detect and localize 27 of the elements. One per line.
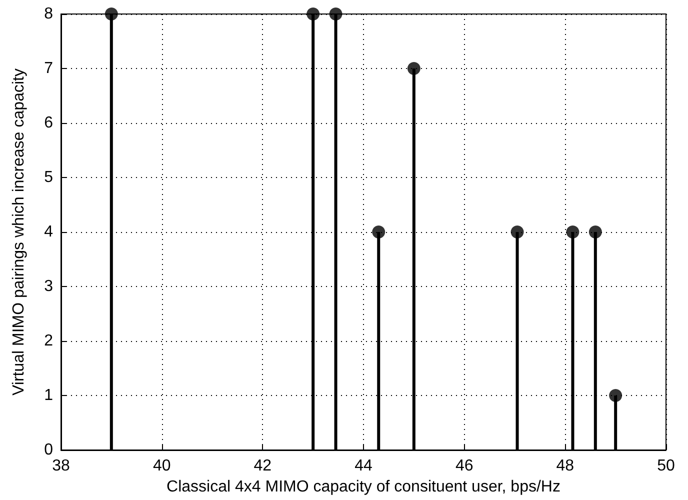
x-tick-label: 50 (657, 458, 675, 474)
x-tick-label: 38 (52, 458, 70, 474)
point (104, 8, 118, 20)
y-tick-label: 4 (44, 224, 54, 240)
point (510, 226, 524, 238)
y-tick-label: 0 (44, 442, 54, 458)
point (407, 62, 420, 75)
y-tick-label: 5 (44, 169, 54, 186)
x-axis-title: Classical 4x4 MIMO capacity of consituent user, bps/Hz (166, 478, 560, 496)
y-tick-label: 3 (44, 278, 54, 295)
x-tick-label: 42 (254, 458, 272, 474)
x-tick-label: 46 (455, 458, 474, 474)
point (306, 8, 320, 20)
y-tick-label: 6 (44, 114, 54, 132)
y-tick-label: 1 (44, 387, 54, 404)
point (329, 8, 342, 20)
y-tick-label: 2 (44, 332, 54, 350)
x-tick-label: 48 (556, 458, 574, 474)
point (372, 226, 386, 238)
y-tick-label: 7 (44, 60, 54, 77)
y-tick-label: 8 (44, 6, 54, 22)
y-axis-title: Virtual MIMO pairings which increase capacity (10, 68, 28, 396)
point (588, 226, 602, 238)
x-tick-label: 40 (152, 458, 171, 474)
x-tick-label: 44 (354, 458, 372, 474)
point (609, 389, 622, 402)
point (566, 226, 580, 238)
